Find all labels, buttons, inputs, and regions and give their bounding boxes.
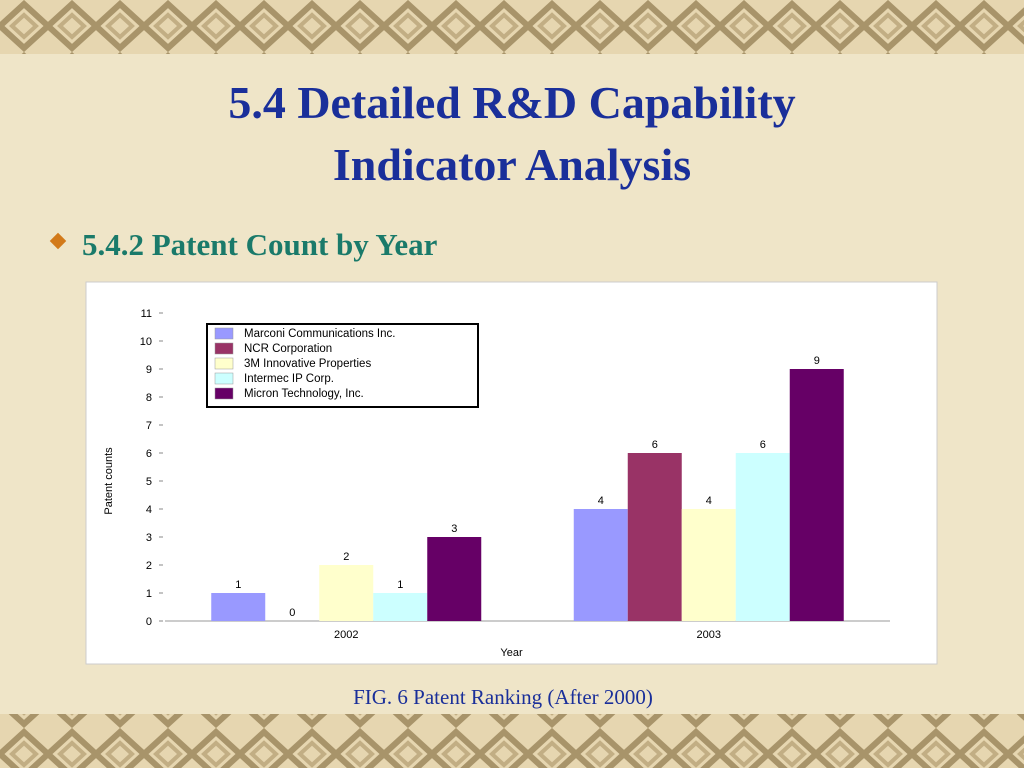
value-label: 9	[814, 355, 820, 367]
x-tick-label: 2002	[334, 629, 358, 641]
caption: FIG. 6 Patent Ranking (After 2000)	[353, 685, 653, 709]
title-line: Indicator Analysis	[333, 139, 691, 190]
subtitle: 5.4.2 Patent Count by Year	[82, 227, 438, 262]
y-tick-label: 8	[146, 392, 152, 404]
legend-label: NCR Corporation	[244, 343, 332, 355]
bar	[211, 593, 266, 621]
bottom-border	[0, 714, 1024, 768]
bar	[789, 369, 844, 621]
bar	[427, 537, 482, 621]
y-tick-label: 7	[146, 420, 152, 432]
value-label: 0	[289, 607, 295, 619]
bar	[373, 593, 428, 621]
bar	[627, 453, 682, 621]
y-tick-label: 9	[146, 364, 152, 376]
y-tick-label: 0	[146, 616, 152, 628]
y-tick-label: 3	[146, 532, 152, 544]
legend-box	[206, 323, 479, 408]
legend-swatch	[214, 387, 234, 400]
bar	[573, 509, 628, 621]
value-label: 3	[451, 523, 457, 535]
value-label: 4	[598, 495, 604, 507]
legend-swatch	[214, 372, 234, 385]
value-label: 1	[397, 579, 403, 591]
value-label: 4	[706, 495, 712, 507]
legend-label: Micron Technology, Inc.	[244, 388, 364, 400]
legend-label: 3M Innovative Properties	[244, 358, 371, 370]
y-tick-label: 5	[146, 476, 152, 488]
top-border	[0, 0, 1024, 54]
y-tick-label: 1	[146, 588, 152, 600]
title-line: 5.4 Detailed R&D Capability	[228, 77, 795, 128]
value-label: 6	[760, 439, 766, 451]
x-axis-label: Year	[500, 647, 523, 659]
legend-label: Intermec IP Corp.	[244, 373, 334, 385]
x-tick-label: 2003	[697, 629, 721, 641]
bullet	[49, 232, 67, 250]
value-label: 2	[343, 551, 349, 563]
bar	[319, 565, 374, 621]
y-tick-label: 6	[146, 448, 152, 460]
y-tick-label: 2	[146, 560, 152, 572]
y-tick-label: 11	[141, 308, 152, 320]
legend-label: Marconi Communications Inc.	[244, 328, 395, 340]
value-label: 1	[235, 579, 241, 591]
value-label: 6	[652, 439, 658, 451]
legend-swatch	[214, 327, 234, 340]
y-tick-label: 4	[146, 504, 152, 516]
y-tick-label: 10	[140, 336, 152, 348]
bar	[681, 509, 736, 621]
bar	[735, 453, 790, 621]
legend-swatch	[214, 357, 234, 370]
y-axis-label: Patent counts	[103, 447, 115, 515]
legend-swatch	[214, 342, 234, 355]
